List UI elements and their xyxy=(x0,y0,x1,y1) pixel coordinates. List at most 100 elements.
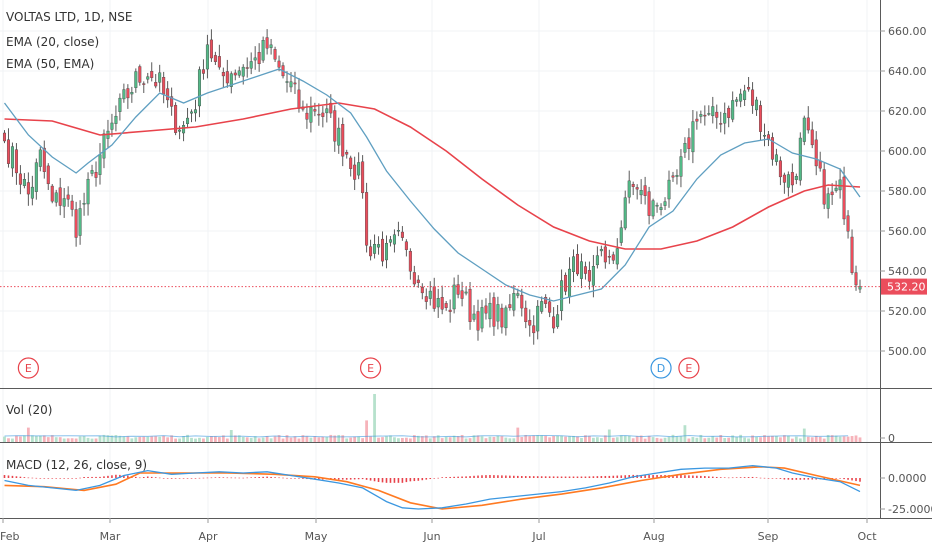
volume-bar xyxy=(536,435,540,442)
candle-body xyxy=(739,93,743,102)
macd-histogram-bar xyxy=(425,478,428,480)
volume-panel[interactable] xyxy=(3,394,862,442)
macd-histogram-bar xyxy=(564,476,567,478)
macd-histogram-bar xyxy=(520,476,523,478)
volume-bar xyxy=(611,437,615,442)
macd-histogram-bar xyxy=(739,477,742,478)
macd-histogram-bar xyxy=(142,477,145,478)
macd-histogram-bar xyxy=(763,477,766,479)
volume-bar xyxy=(90,438,94,442)
volume-bar xyxy=(651,437,655,442)
candle-body xyxy=(130,92,134,95)
macd-histogram-bar xyxy=(704,476,706,478)
volume-bar xyxy=(552,436,556,442)
volume-bar xyxy=(735,437,739,442)
macd-histogram-bar xyxy=(127,475,129,478)
candle-body xyxy=(723,112,727,124)
candle-body xyxy=(846,215,850,232)
price-tick-label: 640.00 xyxy=(888,65,927,78)
macd-histogram-bar xyxy=(775,478,778,479)
candle-body xyxy=(599,249,603,252)
price-tick-label: 580.00 xyxy=(888,185,927,198)
candle-body xyxy=(428,290,432,299)
dividend-marker[interactable]: D xyxy=(650,357,672,379)
macd-histogram-bar xyxy=(540,476,543,478)
candle-body xyxy=(201,69,205,74)
macd-histogram-bar xyxy=(154,477,157,478)
volume-bar xyxy=(846,436,850,442)
candle-body xyxy=(643,185,647,196)
volume-tick-label: 0 xyxy=(888,432,895,445)
last-price-label: 532.20 xyxy=(887,281,926,294)
candle-body xyxy=(373,244,377,254)
earnings-marker[interactable]: E xyxy=(359,357,382,379)
volume-bar xyxy=(854,435,858,442)
macd-histogram-bar xyxy=(505,475,507,478)
macd-histogram-bar xyxy=(254,477,256,478)
price-axis[interactable]: 660.00 640.00 620.00 600.00 580.00 560.00 540.… xyxy=(880,25,932,516)
macd-histogram-bar xyxy=(783,478,786,480)
macd-legend[interactable]: MACD (12, 26, close, 9) xyxy=(6,458,147,472)
volume-bar xyxy=(532,435,536,442)
volume-bar xyxy=(408,438,412,442)
candle-body xyxy=(858,286,862,290)
ema50-legend[interactable]: EMA (50, EMA) xyxy=(6,57,94,71)
macd-histogram-bar xyxy=(361,478,364,480)
earnings-marker[interactable]: E xyxy=(678,357,700,379)
macd-panel[interactable] xyxy=(3,464,861,510)
candle-body xyxy=(607,256,611,258)
macd-histogram-bar xyxy=(222,477,225,478)
volume-bar xyxy=(699,434,703,442)
candle-body xyxy=(711,106,715,117)
candle-body xyxy=(381,238,385,262)
event-marker-label: D xyxy=(657,362,665,375)
time-tick-label: Jun xyxy=(422,530,440,543)
volume-bar xyxy=(448,437,452,442)
candle-body xyxy=(34,162,38,192)
time-axis[interactable]: Feb Mar Apr May Jun Jul Aug Sep Oct xyxy=(0,518,877,543)
volume-bar xyxy=(213,436,217,442)
macd-histogram-bar xyxy=(59,478,62,479)
candle-body xyxy=(142,83,146,85)
candle-body xyxy=(798,137,802,181)
macd-histogram-bar xyxy=(286,477,288,479)
macd-line xyxy=(4,464,861,510)
earnings-marker[interactable]: E xyxy=(17,357,39,379)
candle-body xyxy=(416,279,420,283)
volume-legend[interactable]: Vol (20) xyxy=(6,403,52,417)
candle-body xyxy=(253,57,257,61)
volume-bar xyxy=(253,436,257,442)
volume-bar xyxy=(233,435,237,442)
macd-histogram-bar xyxy=(572,476,575,478)
volume-bar xyxy=(150,436,154,442)
volume-bar xyxy=(285,435,289,442)
macd-histogram-bar xyxy=(759,477,762,479)
ema20-legend[interactable]: EMA (20, close) xyxy=(6,35,99,49)
macd-histogram-bar xyxy=(660,475,662,478)
volume-bar xyxy=(94,438,98,442)
macd-histogram-bar xyxy=(735,477,738,478)
volume-bar xyxy=(428,438,432,442)
volume-bar xyxy=(595,437,599,442)
volume-bar xyxy=(643,438,647,442)
macd-histogram-bar xyxy=(294,478,296,479)
volume-bar xyxy=(62,438,66,442)
event-marker-circle xyxy=(17,357,39,379)
volume-bar xyxy=(802,428,806,442)
time-tick-label: Mar xyxy=(100,530,121,543)
candle-body xyxy=(337,127,341,146)
candle-body xyxy=(731,100,735,120)
volume-bar xyxy=(11,438,14,442)
event-marker-circle xyxy=(359,357,382,379)
macd-histogram-bar xyxy=(162,478,165,479)
candle-body xyxy=(751,89,755,106)
macd-histogram-bar xyxy=(509,475,511,478)
macd-histogram-bar xyxy=(174,478,177,479)
macd-tick-label: 0.0000 xyxy=(888,472,927,485)
volume-bar xyxy=(241,436,245,442)
macd-histogram-bar xyxy=(369,478,372,481)
macd-histogram-bar xyxy=(644,475,646,478)
candle-body xyxy=(424,296,428,302)
candle-body xyxy=(118,97,122,112)
